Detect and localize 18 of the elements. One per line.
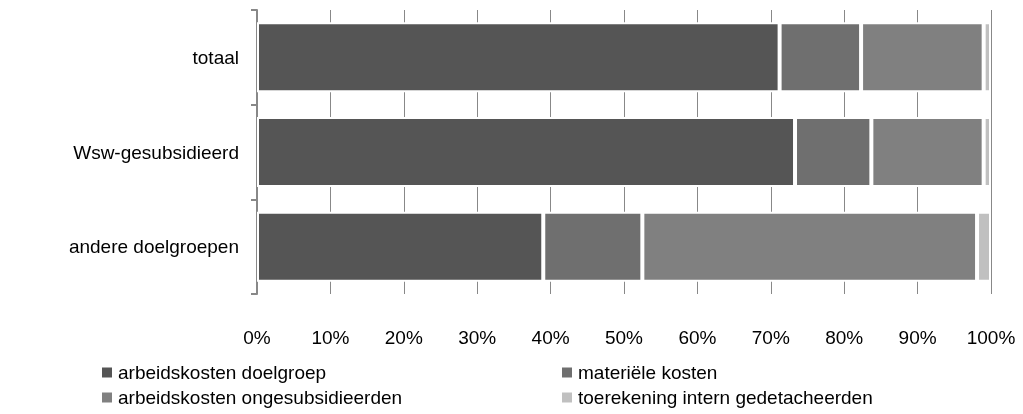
x-tick-label: 30% — [458, 327, 497, 348]
x-tick-label: 80% — [825, 327, 864, 348]
x-tick-label: 90% — [898, 327, 937, 348]
x-tick-label: 50% — [604, 327, 644, 348]
x-tick-label: 100% — [966, 327, 1016, 348]
x-tick-label: 40% — [531, 327, 570, 348]
x-tick-label: 20% — [384, 327, 423, 348]
x-tick-label: 60% — [678, 327, 717, 348]
x-tick-label: 0% — [243, 327, 271, 348]
x-tick-label: 70% — [751, 327, 790, 348]
y-tick-label: totaal — [192, 46, 239, 68]
y-tick-label: andere doelgroepen — [68, 236, 239, 258]
legend-label: arbeidskosten ongesubsidieerden — [118, 387, 403, 408]
legend-label: arbeidskosten doelgroep — [118, 362, 327, 383]
legend-label: toerekening intern gedetacheerden — [578, 387, 873, 408]
legend-label: materiële kosten — [578, 362, 718, 383]
x-tick-label: 10% — [311, 327, 350, 348]
y-tick-label: Wsw-gesubsidieerd — [73, 141, 239, 163]
